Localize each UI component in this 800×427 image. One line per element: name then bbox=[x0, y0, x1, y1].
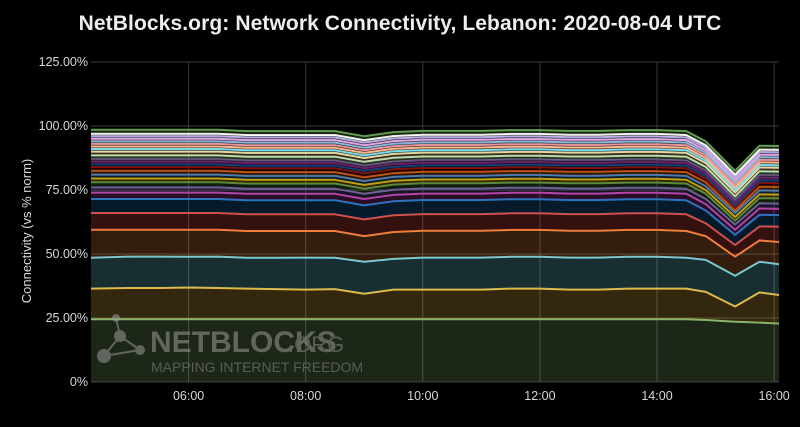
series-line-5 bbox=[91, 212, 780, 246]
series-line-16 bbox=[91, 158, 780, 202]
series-line-11 bbox=[91, 173, 780, 214]
y-tick-label: 125.00% bbox=[39, 55, 88, 69]
series-line-18 bbox=[91, 150, 780, 194]
y-tick-label: 75.00% bbox=[46, 183, 88, 197]
series-line-10 bbox=[91, 177, 780, 218]
series-line-25 bbox=[91, 132, 780, 176]
series-line-3 bbox=[90, 255, 780, 277]
series-line-2 bbox=[90, 286, 780, 308]
grid-layer bbox=[91, 61, 779, 383]
x-tick-label: 14:00 bbox=[641, 389, 672, 403]
y-tick-label: 50.00% bbox=[46, 247, 88, 261]
series-area-3 bbox=[91, 256, 779, 307]
watermark-brand-suffix: .ORG bbox=[288, 332, 344, 357]
series-area-6 bbox=[91, 199, 779, 245]
series-line-8 bbox=[91, 186, 780, 226]
series-area-5 bbox=[91, 213, 779, 257]
chart-title: NetBlocks.org: Network Connectivity, Leb… bbox=[78, 12, 722, 35]
y-axis-label: Connectivity (vs % norm) bbox=[19, 159, 34, 303]
series-line-21 bbox=[91, 142, 780, 186]
series-line-26 bbox=[91, 128, 780, 172]
network-nodes-icon bbox=[97, 314, 145, 363]
series-area-2 bbox=[91, 287, 779, 324]
series-area-7 bbox=[91, 192, 779, 235]
series-line-17 bbox=[91, 154, 780, 198]
y-tick-label: 0% bbox=[70, 375, 88, 389]
series-line-6 bbox=[91, 198, 780, 236]
watermark-brand: NETBLOCKS bbox=[150, 326, 337, 359]
series-area-9 bbox=[91, 182, 779, 225]
x-tick-label: 06:00 bbox=[173, 389, 204, 403]
series-line-23 bbox=[91, 137, 780, 181]
series-area-4 bbox=[91, 229, 779, 276]
series-line-7 bbox=[91, 191, 780, 231]
series-line-19 bbox=[91, 148, 780, 191]
x-tick-label: 10:00 bbox=[407, 389, 438, 403]
series-line-13 bbox=[91, 166, 780, 209]
series-layer bbox=[90, 128, 780, 382]
series-line-12 bbox=[91, 169, 780, 212]
axis-layer: 0% 25.00% 50.00% 75.00% 100.00% 125.00% 06:00 0… bbox=[39, 55, 790, 403]
x-tick-label: 12:00 bbox=[524, 389, 555, 403]
x-tick-label: 16:00 bbox=[758, 389, 789, 403]
series-line-1 bbox=[91, 318, 780, 325]
series-area-8 bbox=[91, 187, 779, 230]
y-tick-label: 100.00% bbox=[39, 119, 88, 133]
series-line-15 bbox=[91, 160, 780, 204]
y-tick-label: 25.00% bbox=[46, 311, 88, 325]
watermark-tagline: MAPPING INTERNET FREEDOM bbox=[151, 359, 363, 375]
series-line-22 bbox=[91, 140, 780, 184]
series-area-1 bbox=[91, 319, 779, 382]
series-line-4 bbox=[91, 228, 780, 258]
watermark: NETBLOCKS .ORG MAPPING INTERNET FREEDOM bbox=[97, 314, 363, 375]
x-tick-label: 08:00 bbox=[290, 389, 321, 403]
series-line-24 bbox=[91, 135, 780, 179]
series-line-9 bbox=[91, 181, 780, 222]
series-line-20 bbox=[91, 145, 780, 189]
series-line-14 bbox=[91, 163, 780, 207]
